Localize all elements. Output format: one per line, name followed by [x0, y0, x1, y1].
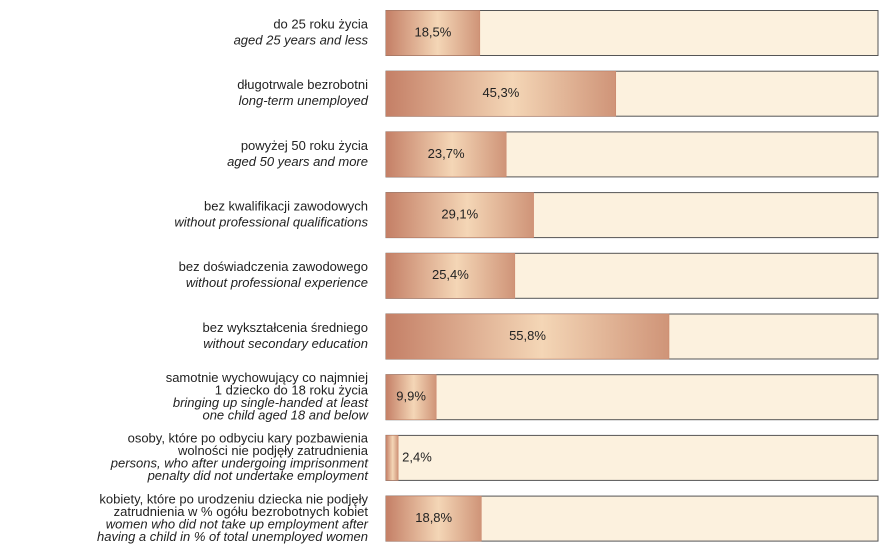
category-label: bez wykształcenia średniego [203, 320, 368, 335]
value-label: 23,7% [428, 146, 465, 161]
value-label: 29,1% [441, 207, 478, 222]
bar-track [385, 434, 879, 481]
bar [385, 374, 437, 420]
category-label: wolności nie podjęły zatrudnienia [177, 443, 369, 458]
bar [385, 10, 481, 56]
category-label: osoby, które po odbyciu kary pozbawienia [128, 431, 369, 446]
category-label: women who did not take up employment aft… [106, 516, 369, 531]
category-label: zatrudnienia w % ogółu bezrobotnych kobi… [114, 504, 369, 519]
category-label: 1 dziecko do 18 roku życia [215, 382, 369, 397]
bar-track [385, 374, 879, 421]
category-label: penalty did not undertake employment [147, 468, 370, 483]
bar [385, 495, 482, 542]
value-label: 2,4% [402, 449, 432, 464]
category-label: having a child in % of total unemployed … [97, 529, 368, 544]
value-label: 9,9% [396, 389, 426, 404]
category-label: aged 50 years and more [227, 154, 368, 169]
category-label: powyżej 50 roku życia [241, 138, 369, 153]
bar [385, 192, 534, 238]
category-label: without professional qualifications [174, 215, 368, 230]
value-label: 55,8% [509, 328, 546, 343]
bar [385, 131, 507, 178]
bar [385, 70, 617, 117]
category-label: persons, who after undergoing imprisonme… [110, 456, 370, 471]
bar [385, 313, 670, 360]
category-label: długotrwale bezrobotni [237, 77, 368, 92]
category-label: bez kwalifikacji zawodowych [204, 199, 368, 214]
category-label: long-term unemployed [239, 93, 369, 108]
bar [385, 435, 399, 481]
category-label: bringing up single-handed at least [173, 395, 370, 410]
value-label: 18,8% [415, 510, 452, 525]
category-label: do 25 roku życia [273, 16, 368, 31]
category-label: without professional experience [186, 275, 368, 290]
category-label: bez doświadczenia zawodowego [179, 259, 368, 274]
category-label: without secondary education [203, 336, 368, 351]
value-label: 18,5% [414, 24, 451, 39]
category-label: samotnie wychowujący co najmniej [166, 370, 368, 385]
bar [385, 253, 516, 299]
category-label: aged 25 years and less [234, 32, 369, 47]
category-label: one child aged 18 and below [202, 407, 369, 422]
category-label: kobiety, które po urodzeniu dziecka nie … [99, 491, 368, 506]
value-label: 45,3% [482, 85, 519, 100]
value-label: 25,4% [432, 267, 469, 282]
